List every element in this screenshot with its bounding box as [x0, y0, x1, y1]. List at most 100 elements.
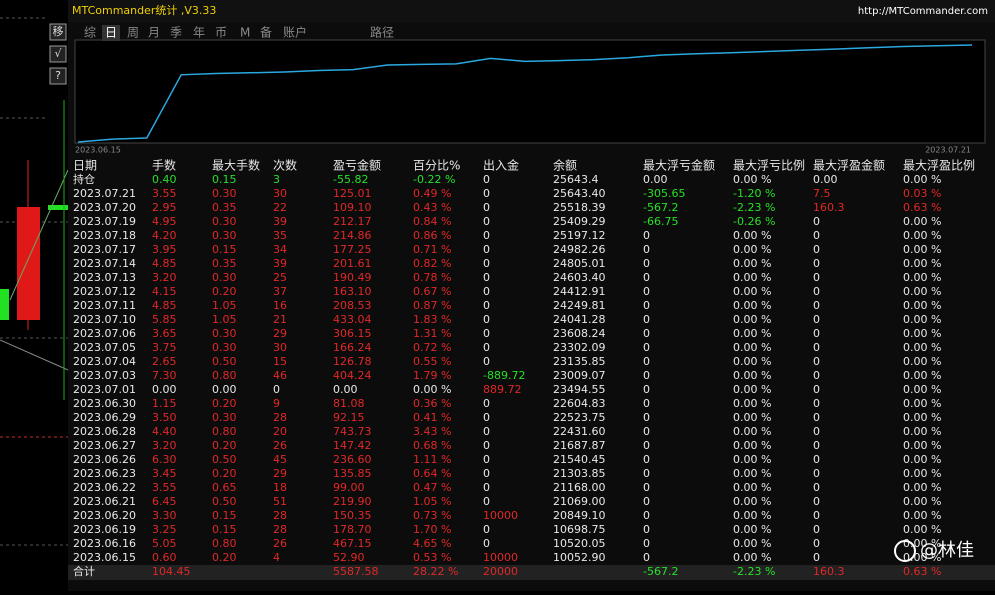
- cell: 0.30: [212, 271, 237, 284]
- cell: 0.00 %: [903, 257, 941, 270]
- cell: 0: [643, 355, 650, 368]
- cell: 45: [273, 453, 287, 466]
- totals-cell: 20000: [483, 565, 518, 578]
- side-button[interactable]: [49, 67, 67, 85]
- row-label: 2023.06.30: [73, 397, 136, 410]
- cell: 0.00 %: [733, 271, 771, 284]
- cell: -305.65: [643, 187, 685, 200]
- cell: 0.73 %: [413, 509, 451, 522]
- cell: 29: [273, 467, 287, 480]
- cell: 0: [483, 215, 490, 228]
- cell: 5.85: [152, 313, 177, 326]
- tab[interactable]: 日: [105, 26, 117, 40]
- cell: 1.11 %: [413, 453, 451, 466]
- cell: 0: [813, 467, 820, 480]
- cell: 0.47 %: [413, 481, 451, 494]
- cell: 0.00 %: [903, 551, 941, 564]
- cell: 0.64 %: [413, 467, 451, 480]
- cell: 3.45: [152, 467, 177, 480]
- cell: 0.00: [152, 383, 177, 396]
- cell: 190.49: [333, 271, 372, 284]
- cell: -567.2: [643, 201, 678, 214]
- cell: 0.15: [212, 509, 237, 522]
- tab[interactable]: 月: [148, 26, 160, 40]
- cell: 0.00 %: [903, 495, 941, 508]
- cell: 1.05: [212, 313, 237, 326]
- cell: 0: [813, 397, 820, 410]
- cell: 0.00 %: [903, 271, 941, 284]
- cell: 0.00 %: [903, 537, 941, 550]
- cell: -1.20 %: [733, 187, 775, 200]
- row-label: 2023.07.01: [73, 383, 136, 396]
- row-label: 2023.07.14: [73, 257, 136, 270]
- tab[interactable]: 季: [170, 26, 182, 40]
- cell: 0.00: [643, 173, 668, 186]
- cell: 160.3: [813, 201, 845, 214]
- tab[interactable]: 路径: [370, 25, 394, 40]
- cell: 26: [273, 439, 287, 452]
- tab[interactable]: 综: [84, 26, 96, 40]
- cell: 1.15: [152, 397, 177, 410]
- row-label: 2023.07.17: [73, 243, 136, 256]
- cell: 1.70 %: [413, 523, 451, 536]
- cell: 0: [643, 439, 650, 452]
- cell: 0: [483, 187, 490, 200]
- cell: 0.30: [212, 229, 237, 242]
- tab[interactable]: 周: [127, 26, 139, 40]
- cell: 0: [483, 257, 490, 270]
- tab[interactable]: 备: [260, 26, 272, 40]
- cell: 0.00 %: [903, 355, 941, 368]
- cell: 0.65: [212, 481, 237, 494]
- cell: 3.65: [152, 327, 177, 340]
- cell: 25643.40: [553, 187, 606, 200]
- cell: 0: [483, 495, 490, 508]
- cell: 0: [813, 509, 820, 522]
- cell: 0.71 %: [413, 243, 451, 256]
- cell: 0: [643, 481, 650, 494]
- cell: 0.00 %: [903, 467, 941, 480]
- cell: 0.00 %: [733, 341, 771, 354]
- side-button[interactable]: [49, 45, 67, 63]
- cell: 4.40: [152, 425, 177, 438]
- cell: 0.00 %: [903, 341, 941, 354]
- row-label: 2023.06.22: [73, 481, 136, 494]
- cell: 23135.85: [553, 355, 606, 368]
- row-label: 2023.06.19: [73, 523, 136, 536]
- cell: 0: [813, 299, 820, 312]
- cell: 0.00 %: [733, 551, 771, 564]
- cell: 29: [273, 327, 287, 340]
- cell: 46: [273, 369, 287, 382]
- cell: 0: [483, 327, 490, 340]
- cell: 219.90: [333, 495, 372, 508]
- cell: 0.00 %: [733, 509, 771, 522]
- cell: 0.00 %: [733, 285, 771, 298]
- cell: 0.00 %: [733, 453, 771, 466]
- cell: 21: [273, 313, 287, 326]
- cell: 178.70: [333, 523, 372, 536]
- cell: 25197.12: [553, 229, 606, 242]
- column-header: 次数: [273, 158, 297, 173]
- cell: 0: [813, 453, 820, 466]
- cell: 0.40: [152, 173, 177, 186]
- row-label: 2023.07.19: [73, 215, 136, 228]
- cell: 21303.85: [553, 467, 606, 480]
- tab[interactable]: 账户: [283, 25, 307, 40]
- side-button[interactable]: [49, 23, 67, 41]
- cell: 0.00 %: [903, 173, 941, 186]
- cell: 0: [483, 481, 490, 494]
- column-header: 最大手数: [212, 158, 260, 173]
- cell: 0.30: [212, 187, 237, 200]
- tab[interactable]: M: [240, 26, 250, 40]
- cell: 0: [643, 453, 650, 466]
- tab[interactable]: 年: [193, 26, 205, 40]
- tab[interactable]: 币: [215, 26, 227, 40]
- cell: 30: [273, 187, 287, 200]
- column-header: 百分比%: [413, 159, 460, 173]
- cell: 0.00 %: [903, 453, 941, 466]
- cell: 24041.28: [553, 313, 606, 326]
- cell: 0: [643, 229, 650, 242]
- cell: 4.85: [152, 257, 177, 270]
- row-label: 2023.07.11: [73, 299, 136, 312]
- totals-cell: 0.63 %: [903, 565, 941, 578]
